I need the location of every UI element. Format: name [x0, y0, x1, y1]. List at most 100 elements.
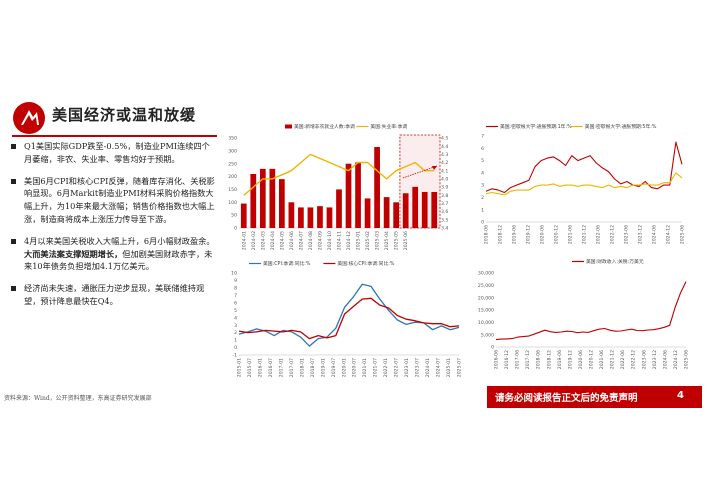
x-tick-label: 2017-01	[278, 358, 284, 377]
bar	[431, 192, 438, 228]
x-tick-label: 2016-12	[504, 350, 510, 369]
y-tick-label: -1	[232, 353, 237, 359]
bar	[240, 203, 247, 228]
x-tick-label: 2025-07	[457, 358, 463, 377]
x-tick-label: 2018-12	[498, 225, 504, 244]
x-tick-label: 2019-12	[567, 350, 573, 369]
y-tick-label: 2	[481, 195, 484, 201]
cpi-chart: 美国:CPI:季调:同比:% 美国:核心CPI:季调:同比:% -1 01 23 45 67…	[231, 260, 463, 377]
x-tick-label: 2023-06	[641, 350, 647, 369]
x-tick-label: 2025-02	[365, 231, 371, 250]
y-tick-label: 10,000	[478, 320, 494, 326]
x-tick-label: 2025-01	[446, 358, 452, 377]
y2-tick-label: 4.2	[441, 160, 448, 166]
bar	[421, 192, 428, 228]
y-tick-label: 9	[234, 278, 237, 284]
x-tick-label: 2025-06	[403, 231, 409, 250]
legend-label: 美国:财政收入:关税:万美元	[586, 258, 644, 265]
y2-tick-label: 4.0	[441, 177, 448, 183]
trend-arrowhead	[432, 166, 437, 170]
x-tick-label: 2024-03	[260, 231, 266, 250]
bullet-item: 4月以来美国关税收入大幅上升，6月小幅财政盈余。大而美法案支撑短期增长，但加剧美…	[10, 235, 215, 273]
y-tick-label: 30,000	[478, 271, 494, 277]
x-tick-label: 2023-06	[624, 225, 630, 244]
y-tick-label: 4	[481, 170, 484, 176]
footer-banner: 请务必阅读报告正文后的免责声明 4	[487, 386, 702, 408]
bullet-text: 美国6月CPI和核心CPI反弹，随着库存消化、关税影响显现。6月Markit制造…	[24, 175, 215, 224]
bar	[374, 147, 380, 228]
x-tick-label: 2025-06	[680, 225, 686, 244]
y-tick-label: 10	[231, 271, 237, 277]
x-tick-label: 2024-05	[279, 231, 285, 250]
bar	[336, 189, 342, 228]
x-tick-label: 2016-01	[257, 358, 263, 377]
x-tick-label: 2024-06	[652, 225, 658, 244]
bullet-list: Q1美国实际GDP跌至-0.5%，制造业PMI连续四个月萎缩，非农、失业率、零售…	[10, 140, 215, 317]
bar	[307, 207, 314, 228]
y2-tick-label: 4.1	[441, 168, 448, 174]
y-tick-label: 0	[481, 220, 484, 226]
unemployment-line	[243, 153, 435, 196]
bar	[269, 168, 276, 228]
y-tick-label: 1	[481, 207, 484, 213]
y-tick-label: 0	[234, 226, 237, 232]
x-tick-label: 2024-10	[327, 231, 333, 250]
x-tick-label: 2016-06	[494, 350, 500, 369]
x-tick-label: 2018-12	[546, 350, 552, 369]
x-tick-label: 2019-01	[320, 358, 326, 377]
y-tick-label: 7	[481, 134, 484, 140]
bullet-icon	[11, 178, 16, 184]
bar	[412, 186, 419, 228]
x-tick-label: 2020-01	[341, 358, 347, 377]
legend-label: 美国:密歇根大学:通胀预期:1年:%	[500, 123, 572, 130]
bar	[402, 193, 409, 228]
y-tick-label: 200	[228, 174, 237, 180]
y2-tick-label: 4.5	[441, 136, 448, 142]
y-tick-label: 4	[234, 315, 237, 321]
x-tick-label: 2024-12	[666, 225, 672, 244]
bar	[298, 207, 304, 228]
y-tick-label: 3	[234, 323, 237, 329]
y2-tick-label: 3.6	[441, 209, 448, 215]
bar	[355, 162, 361, 228]
legend-label: 美国:失业率:季调	[370, 123, 407, 130]
x-tick-label: 2024-11	[337, 231, 343, 250]
x-tick-label: 2022-01	[383, 358, 389, 377]
x-tick-label: 2020-06	[540, 225, 546, 244]
customs-duties-chart: 美国:财政收入:关税:万美元 0 5,000 10,000 15,000 20,000 25…	[478, 258, 690, 369]
y-tick-label: 350	[228, 136, 237, 142]
y-tick-label: 15,000	[478, 308, 494, 314]
y-tick-label: 0	[234, 345, 237, 351]
inflation-expectations-chart: 美国:密歇根大学:通胀预期:1年:% 美国:密歇根大学:通胀预期:5年:% 0 1 2 3…	[481, 123, 686, 244]
legend-label: 美国:密歇根大学:通胀预期:5年:%	[585, 123, 657, 130]
series-line	[485, 141, 683, 194]
x-tick-label: 2024-01	[425, 358, 431, 377]
x-tick-label: 2022-06	[620, 350, 626, 369]
x-tick-label: 2025-05	[394, 231, 400, 250]
y-tick-label: 100	[228, 200, 237, 206]
x-tick-label: 2018-06	[484, 225, 490, 244]
bullet-text-after: 但加剧美国财政赤字，未来10年债务负担增加4.1万亿美元。	[24, 248, 213, 272]
series-line	[495, 281, 687, 341]
x-tick-label: 2017-12	[525, 350, 531, 369]
x-tick-label: 2024-08	[308, 231, 314, 250]
bullet-item: Q1美国实际GDP跌至-0.5%，制造业PMI连续四个月萎缩，非农、失业率、零售…	[10, 140, 215, 166]
bar	[393, 202, 399, 228]
y-tick-label: 150	[228, 187, 237, 193]
y-tick-label: 8	[234, 286, 237, 292]
x-tick-label: 2024-09	[317, 231, 323, 250]
x-tick-label: 2024-06	[289, 231, 295, 250]
y2-tick-label: 3.9	[441, 185, 448, 191]
x-tick-label: 2023-12	[638, 225, 644, 244]
y-tick-label: 2	[234, 330, 237, 336]
bar	[326, 207, 333, 228]
x-tick-label: 2019-06	[557, 350, 563, 369]
x-tick-label: 2015-07	[247, 358, 253, 377]
series-line	[238, 297, 460, 340]
x-tick-label: 2024-02	[251, 231, 257, 250]
y-tick-label: 20,000	[478, 295, 494, 301]
bullet-text: 经济尚未失速，通胀压力逆步显现，美联储维持观望，预计降息最快在Q4。	[24, 283, 205, 306]
bullet-text: 4月以来美国关税收入大幅上升，6月小幅财政盈余。	[24, 235, 215, 246]
data-source-note: 资料来源：Wind，公开资料整理，东高证券研究发展部	[4, 395, 152, 402]
x-tick-label: 2020-06	[578, 350, 584, 369]
